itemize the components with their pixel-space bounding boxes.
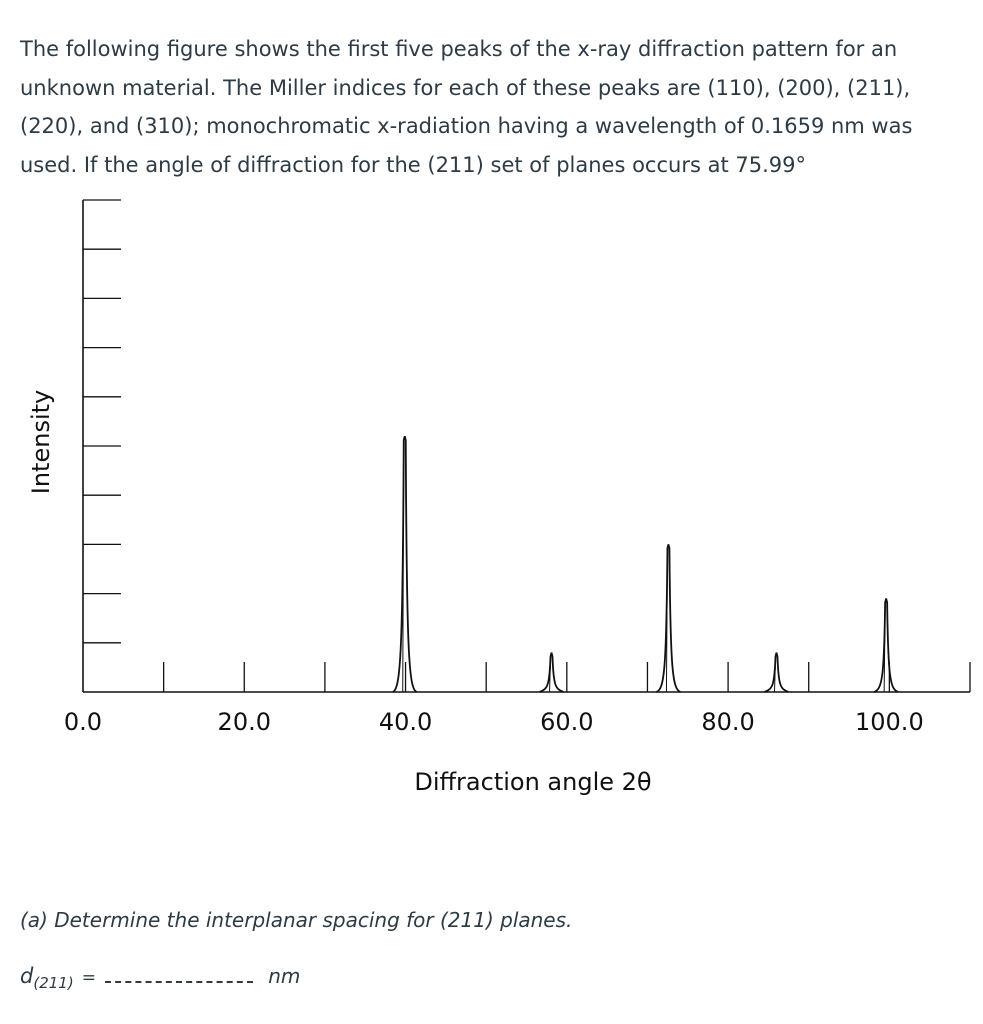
chart-peaks: [392, 435, 899, 693]
x-tick-label: 100.0: [855, 708, 924, 736]
answer-row: d(211) = nm: [20, 964, 301, 992]
diffraction-peak-3: [655, 544, 681, 693]
x-tick-label: 20.0: [218, 708, 271, 736]
answer-blank[interactable]: [105, 967, 254, 983]
diffraction-peak-1-inner: [402, 444, 405, 693]
diffraction-peak-3-inner: [665, 552, 668, 693]
x-tick-label: 80.0: [701, 708, 754, 736]
y-axis-label: Intensity: [27, 390, 55, 494]
x-axis-label: Diffraction angle 2θ: [414, 768, 651, 796]
diffraction-peak-1: [392, 435, 418, 693]
diffraction-peak-5: [873, 598, 899, 693]
chart-ticks: [83, 199, 971, 692]
problem-statement: The following figure shows the first fiv…: [20, 37, 913, 177]
answer-label-subscript: (211): [33, 974, 74, 992]
chart-labels: 0.0 20.0 40.0 60.0 80.0 100.0 Diffraction angl…: [27, 390, 924, 796]
equals-sign: =: [81, 968, 97, 988]
x-tick-label: 0.0: [64, 708, 102, 736]
x-tick-label: 60.0: [540, 708, 593, 736]
answer-label-d: d: [20, 964, 34, 988]
diffraction-peak-4: [764, 652, 789, 693]
diffraction-peak-5-inner: [883, 606, 886, 693]
x-tick-label: 40.0: [379, 708, 432, 736]
chart-axes: [82, 200, 970, 693]
answer-unit: nm: [268, 964, 301, 988]
diffraction-peak-4-inner: [773, 660, 776, 693]
diffraction-peak-2-inner: [548, 660, 551, 693]
diffraction-peak-2: [539, 652, 564, 693]
part-a-question: (a) Determine the interplanar spacing fo…: [20, 908, 573, 932]
xrd-chart: 0.0 20.0 40.0 60.0 80.0 100.0 Diffraction angl…: [27, 199, 971, 796]
